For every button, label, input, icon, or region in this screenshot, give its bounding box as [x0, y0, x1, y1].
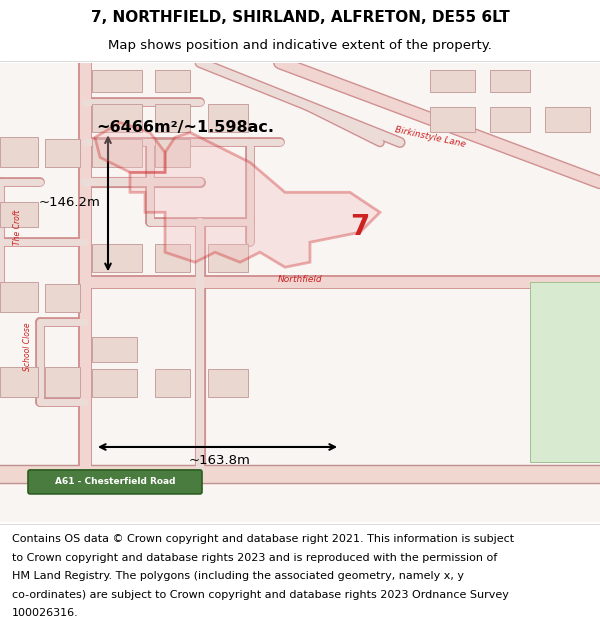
Bar	[0, 282, 38, 312]
Bar	[155, 369, 190, 397]
Text: co-ordinates) are subject to Crown copyright and database rights 2023 Ordnance S: co-ordinates) are subject to Crown copyr…	[12, 590, 509, 600]
Text: School Close: School Close	[23, 322, 32, 371]
Bar	[45, 139, 80, 168]
Text: Contains OS data © Crown copyright and database right 2021. This information is : Contains OS data © Crown copyright and d…	[12, 534, 514, 544]
Bar	[208, 244, 248, 272]
Text: ~146.2m: ~146.2m	[38, 196, 100, 209]
Text: ~163.8m: ~163.8m	[189, 454, 251, 467]
Text: 7: 7	[350, 213, 370, 241]
Bar	[430, 71, 475, 92]
Text: 100026316.: 100026316.	[12, 609, 79, 619]
Bar	[530, 282, 600, 462]
Text: Map shows position and indicative extent of the property.: Map shows position and indicative extent…	[108, 39, 492, 51]
Bar	[92, 104, 142, 132]
Bar	[155, 71, 190, 92]
Text: Northfield: Northfield	[278, 275, 322, 284]
Bar	[0, 202, 38, 228]
Bar	[208, 369, 248, 397]
Bar	[155, 244, 190, 272]
Text: The Croft: The Croft	[14, 209, 23, 245]
Bar	[545, 107, 590, 132]
Bar	[155, 139, 190, 168]
Bar	[92, 139, 142, 168]
Bar	[92, 244, 142, 272]
Bar	[0, 367, 38, 397]
Polygon shape	[130, 132, 380, 268]
Text: 7, NORTHFIELD, SHIRLAND, ALFRETON, DE55 6LT: 7, NORTHFIELD, SHIRLAND, ALFRETON, DE55 …	[91, 10, 509, 25]
Polygon shape	[95, 122, 165, 172]
Bar	[490, 71, 530, 92]
Text: HM Land Registry. The polygons (including the associated geometry, namely x, y: HM Land Registry. The polygons (includin…	[12, 571, 464, 581]
Bar	[0, 138, 38, 168]
Bar	[92, 71, 142, 92]
Bar	[92, 369, 137, 397]
Bar	[430, 107, 475, 132]
Bar	[155, 104, 190, 132]
Bar	[92, 337, 137, 362]
Text: ~6466m²/~1.598ac.: ~6466m²/~1.598ac.	[96, 120, 274, 135]
Bar	[45, 367, 80, 397]
Text: A61 - Chesterfield Road: A61 - Chesterfield Road	[55, 478, 175, 486]
Bar	[490, 107, 530, 132]
Bar	[45, 284, 80, 312]
Bar	[208, 104, 248, 132]
Text: Birkinstyle Lane: Birkinstyle Lane	[394, 126, 466, 149]
FancyBboxPatch shape	[28, 470, 202, 494]
Text: to Crown copyright and database rights 2023 and is reproduced with the permissio: to Crown copyright and database rights 2…	[12, 552, 497, 562]
